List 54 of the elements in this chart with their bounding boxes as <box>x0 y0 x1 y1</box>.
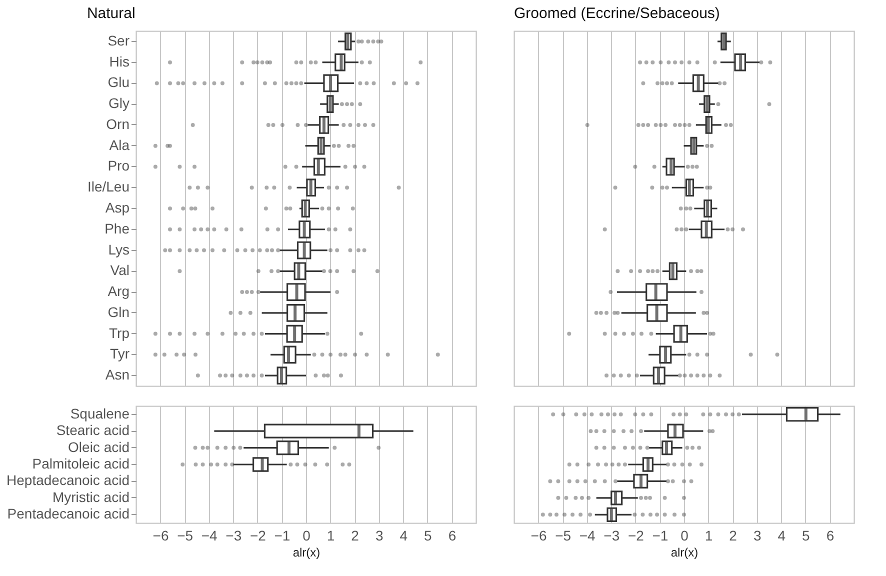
x-tick-label: 6 <box>826 528 834 544</box>
x-tick-label: −1 <box>652 528 668 544</box>
y-tick-label: Asn <box>105 366 130 383</box>
x-tick-label: −5 <box>555 528 572 544</box>
y-tick-label: Pro <box>108 158 130 174</box>
y-tick-label: Phe <box>104 220 130 236</box>
y-tick-label: Ser <box>108 32 130 48</box>
x-axis-title: alr(x) <box>292 546 320 560</box>
x-tick-label: −3 <box>226 528 242 544</box>
x-tick-label: −4 <box>579 528 596 544</box>
y-tick-label: Ile/Leu <box>87 178 130 195</box>
x-tick-label: −3 <box>604 528 620 544</box>
x-tick-label: 4 <box>778 528 786 544</box>
y-tick-label: Arg <box>108 283 130 300</box>
x-tick-label: −4 <box>201 528 218 544</box>
y-tick-label: Heptadecanoic acid <box>6 472 130 488</box>
y-tick-label: Gly <box>108 95 130 112</box>
y-tick-label: Pentadecanoic acid <box>7 506 130 522</box>
y-tick-label: Orn <box>106 116 130 132</box>
chart-title: Natural <box>86 5 136 22</box>
y-tick-label: Oleic acid <box>68 438 130 455</box>
y-tick-label: Glu <box>108 74 130 90</box>
x-tick-label: 6 <box>448 528 456 544</box>
y-tick-label: Asp <box>105 200 130 216</box>
x-tick-label: −6 <box>530 528 547 544</box>
chart-title: Groomed (Eccrine/Sebaceous) <box>514 5 720 22</box>
x-tick-label: 2 <box>351 528 360 544</box>
x-tick-label: 3 <box>375 528 384 544</box>
x-tick-label: −5 <box>177 528 194 544</box>
x-tick-label: −2 <box>628 528 644 544</box>
x-tick-label: −6 <box>152 528 169 544</box>
y-tick-label: Tyr <box>110 346 130 362</box>
x-tick-label: 1 <box>704 528 713 544</box>
y-tick-label: Gln <box>108 304 130 320</box>
x-tick-label: 5 <box>424 528 432 544</box>
x-tick-label: 0 <box>302 528 311 544</box>
y-tick-label: His <box>109 53 130 70</box>
x-tick-label: 2 <box>729 528 738 544</box>
x-tick-label: 1 <box>326 528 335 544</box>
x-tick-label: −2 <box>250 528 266 544</box>
y-tick-label: Trp <box>109 324 130 341</box>
y-tick-label: Val <box>110 262 130 278</box>
y-tick-label: Squalene <box>70 405 130 422</box>
x-tick-label: 0 <box>680 528 689 544</box>
y-tick-label: Myristic acid <box>52 488 130 505</box>
x-tick-label: −1 <box>274 528 290 544</box>
x-tick-label: 4 <box>400 528 408 544</box>
y-tick-label: Stearic acid <box>56 422 130 438</box>
x-tick-label: 5 <box>802 528 810 544</box>
y-tick-label: Palmitoleic acid <box>32 456 130 472</box>
x-axis-title: alr(x) <box>670 546 698 560</box>
x-tick-label: 3 <box>753 528 762 544</box>
y-tick-label: Ala <box>109 136 130 153</box>
y-tick-label: Lys <box>108 241 130 258</box>
